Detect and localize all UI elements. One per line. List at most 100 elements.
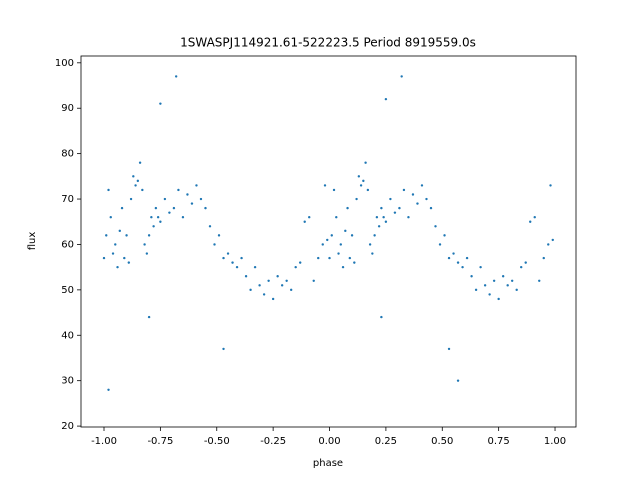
data-point	[443, 234, 446, 237]
data-point	[366, 188, 370, 192]
data-point	[159, 102, 162, 105]
data-point	[267, 279, 270, 282]
x-tick-label: 0.00	[318, 436, 340, 447]
data-point	[118, 229, 121, 233]
y-axis-label: flux	[27, 232, 38, 251]
data-point	[138, 161, 142, 164]
data-point	[208, 225, 212, 228]
data-point	[195, 184, 198, 187]
data-point	[145, 252, 149, 255]
data-point	[359, 184, 363, 187]
data-point	[308, 216, 311, 219]
data-point	[249, 288, 252, 292]
data-point	[355, 197, 358, 201]
data-point	[456, 379, 460, 382]
data-point	[483, 284, 487, 287]
data-point	[168, 211, 171, 214]
y-tick-label: 80	[61, 149, 74, 160]
data-point	[497, 297, 500, 301]
data-point	[375, 216, 379, 219]
data-point	[348, 256, 352, 260]
data-point	[393, 211, 397, 214]
data-point	[373, 234, 376, 237]
x-axis-label: phase	[313, 458, 343, 469]
data-point	[109, 216, 112, 219]
data-point	[102, 256, 106, 260]
data-point	[127, 261, 131, 264]
data-point	[222, 347, 225, 351]
data-point	[134, 184, 137, 187]
data-point	[510, 279, 514, 282]
data-point	[425, 197, 428, 201]
data-point	[384, 220, 388, 223]
data-point	[143, 243, 146, 246]
x-tick-label: -1.00	[91, 436, 117, 447]
data-point	[280, 284, 284, 287]
data-point	[447, 347, 451, 351]
data-point	[400, 75, 403, 78]
data-point	[353, 261, 356, 264]
data-point	[116, 265, 119, 269]
data-point	[285, 279, 288, 282]
data-point	[213, 243, 216, 246]
data-point	[276, 275, 279, 278]
data-point	[357, 175, 361, 178]
data-point	[141, 188, 144, 192]
data-point	[222, 256, 225, 260]
data-point	[298, 261, 302, 264]
data-point	[204, 206, 207, 210]
data-point	[321, 243, 324, 246]
y-tick-label: 70	[61, 194, 74, 205]
x-tick-label: -0.75	[147, 436, 173, 447]
data-point	[262, 293, 266, 296]
data-point	[382, 216, 385, 219]
y-tick-label: 40	[61, 330, 74, 341]
data-point	[129, 197, 133, 201]
data-point	[150, 216, 153, 219]
data-point	[341, 265, 345, 269]
data-point	[344, 229, 347, 233]
data-point	[371, 252, 374, 255]
data-point	[402, 188, 406, 192]
data-point	[533, 216, 536, 219]
plot-frame	[80, 55, 577, 428]
data-point	[488, 293, 491, 296]
data-point	[380, 315, 383, 319]
y-tick-label: 90	[61, 103, 74, 114]
data-point	[154, 206, 158, 210]
data-point	[240, 256, 243, 260]
y-tick-label: 30	[61, 376, 74, 387]
data-point	[350, 234, 354, 237]
data-point	[447, 256, 451, 260]
data-point	[429, 206, 433, 210]
data-point	[244, 275, 248, 278]
data-point	[294, 265, 297, 269]
data-point	[147, 234, 151, 237]
data-point	[501, 275, 505, 278]
y-tick-label: 20	[61, 421, 74, 432]
data-point	[339, 243, 342, 246]
data-point	[258, 284, 261, 287]
data-point	[226, 252, 230, 255]
data-point	[163, 197, 167, 201]
data-point	[271, 297, 275, 301]
data-point	[174, 75, 178, 78]
data-point	[434, 225, 437, 228]
data-point	[235, 265, 239, 269]
x-tick-label: 1.00	[544, 436, 566, 447]
data-point	[172, 206, 176, 210]
data-point	[520, 265, 523, 269]
data-point	[312, 279, 315, 282]
data-point	[465, 256, 469, 260]
data-point	[156, 216, 160, 219]
data-point	[177, 188, 180, 192]
data-point	[231, 261, 234, 264]
data-point	[456, 261, 460, 264]
x-tick-label: -0.25	[260, 436, 286, 447]
data-point	[529, 220, 532, 223]
data-point	[186, 193, 189, 196]
data-point	[120, 206, 124, 210]
data-point	[368, 243, 372, 246]
data-point	[461, 265, 464, 269]
